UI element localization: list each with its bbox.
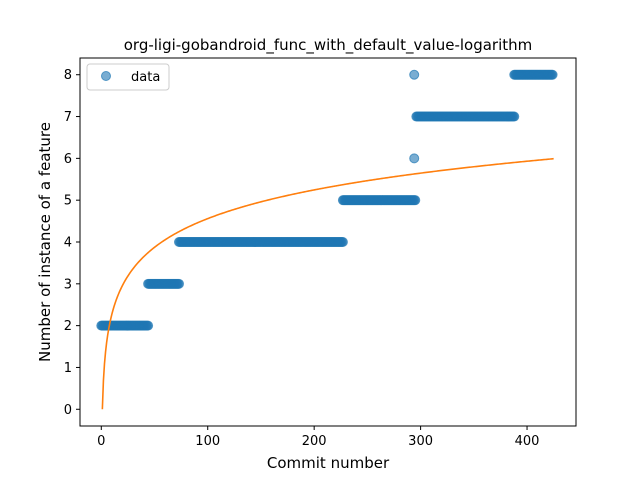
legend-marker xyxy=(101,71,111,81)
y-axis: 0 1 2 3 4 5 6 7 8 xyxy=(64,68,80,418)
x-tick-label: 400 xyxy=(515,434,540,449)
chart-title: org-ligi-gobandroid_func_with_default_va… xyxy=(124,36,533,55)
y-tick-label: 6 xyxy=(64,152,72,167)
y-tick-label: 0 xyxy=(64,403,72,418)
data-point xyxy=(410,195,421,206)
data-point xyxy=(409,153,420,164)
data-point xyxy=(143,320,154,331)
fit-layer xyxy=(101,157,554,410)
legend-label-data: data xyxy=(131,70,160,85)
fit-line xyxy=(101,157,554,410)
y-axis-label: Number of instance of a feature xyxy=(36,122,54,362)
legend: data xyxy=(86,63,170,91)
y-tick-label: 2 xyxy=(64,319,72,334)
data-point xyxy=(409,69,420,80)
data-point xyxy=(547,69,558,80)
x-tick-label: 0 xyxy=(97,434,105,449)
data-point xyxy=(509,111,520,122)
y-tick-label: 1 xyxy=(64,361,72,376)
y-tick-label: 8 xyxy=(64,68,72,83)
y-tick-label: 3 xyxy=(64,277,72,292)
x-tick-label: 300 xyxy=(408,434,433,449)
series-layer xyxy=(96,69,558,331)
x-tick-label: 200 xyxy=(302,434,327,449)
y-tick-label: 5 xyxy=(64,194,72,209)
data-point xyxy=(173,278,184,289)
legend-box xyxy=(86,63,170,91)
x-axis-label: Commit number xyxy=(267,454,390,472)
data-point xyxy=(337,237,348,247)
x-axis: 0 100 200 300 400 xyxy=(97,426,539,449)
x-tick-label: 100 xyxy=(195,434,220,449)
y-tick-label: 4 xyxy=(64,236,72,251)
y-tick-label: 7 xyxy=(64,110,72,125)
